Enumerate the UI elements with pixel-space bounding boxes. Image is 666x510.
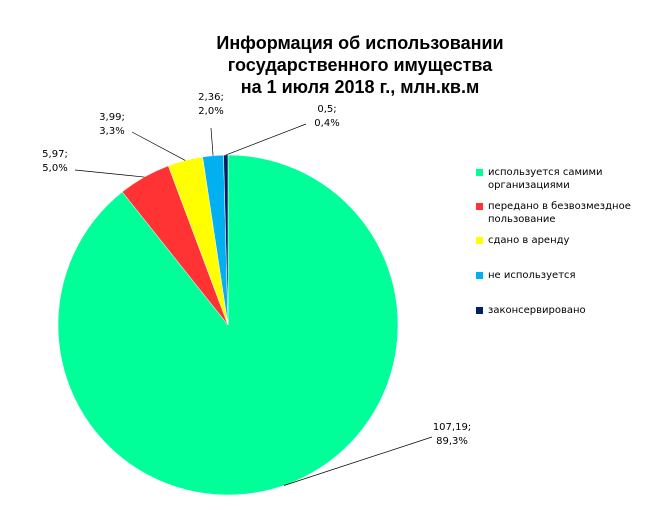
legend-swatch-1 [476,203,483,210]
legend-swatch-2 [476,237,483,244]
legend-label-4-0: законсервировано [488,305,586,316]
pie-slice-4 [223,154,229,326]
chart-title-line-1: Информация об использовании [216,33,504,53]
leader-line-4 [225,123,307,156]
chart-title-line-3: на 1 июля 2018 г., млн.кв.м [240,77,480,97]
legend-swatch-4 [476,307,483,314]
data-label-value-2: 3,99; [99,112,125,123]
legend-item-3: не используется [476,269,661,282]
data-label-value-1: 5,97; [42,149,68,160]
legend-label-1-0: передано в безвозмездное [488,201,631,212]
legend-item-0: используется самими организациями [476,166,661,192]
legend-item-4: законсервировано [476,304,661,317]
leader-line-1 [74,169,145,178]
leader-line-0 [283,436,433,486]
legend-swatch-0 [476,169,483,176]
data-label-percent-0: 89,3% [436,436,468,447]
chart-title-line-2: государственного имущества [227,55,493,75]
data-label-value-3: 2,36; [198,92,224,103]
legend: используется самими организациями передано… [476,166,661,317]
data-label-percent-3: 2,0% [198,106,223,117]
leader-line-3 [210,127,214,156]
legend-item-2: сдано в аренду [476,234,661,247]
legend-swatch-3 [476,272,483,279]
legend-label-0-0: используется самими [488,167,603,178]
data-label-percent-1: 5,0% [42,163,67,174]
chart-title: Информация об использовании государствен… [150,32,570,98]
legend-label-3-0: не используется [488,270,576,281]
legend-label-0-1: организациями [488,180,570,191]
legend-label-1-1: пользование [488,214,556,225]
leader-line-2 [131,131,186,161]
data-label-percent-4: 0,4% [314,118,339,129]
data-label-value-0: 107,19; [433,422,471,433]
data-label-value-4: 0,5; [317,104,336,115]
data-label-percent-2: 3,3% [99,126,124,137]
legend-item-1: передано в безвозмездное пользование [476,200,661,226]
legend-label-2-0: сдано в аренду [488,235,570,246]
